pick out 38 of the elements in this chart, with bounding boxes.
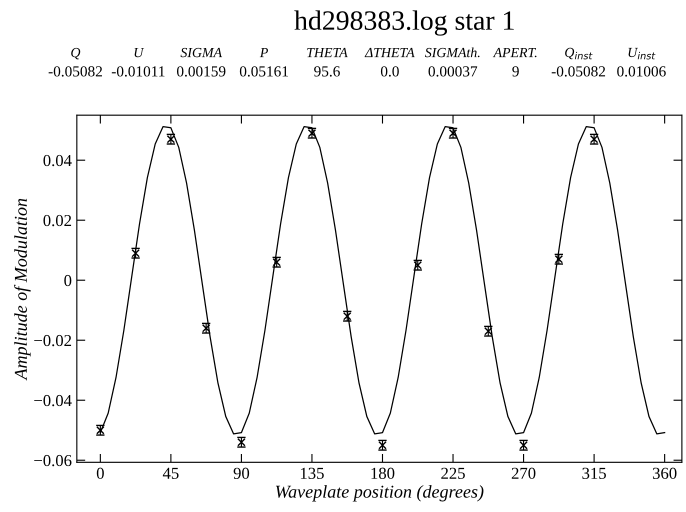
text: Q$_{inst}$: [565, 48, 593, 60]
text: 9: [512, 66, 519, 77]
text: P: [260, 48, 268, 58]
text: 0.0: [380, 66, 399, 77]
x-tick-label: 0: [96, 468, 104, 479]
y-tick-label: 0.04: [43, 154, 72, 166]
text: -0.01011: [112, 66, 165, 77]
y-axis-title: Amplitude of Modulation: [14, 198, 31, 381]
text: U: [134, 48, 144, 58]
text: 0.05161: [240, 66, 288, 77]
text: APERT.: [492, 48, 536, 58]
text: SIGMAth.: [424, 47, 480, 58]
text: THETA: [307, 48, 348, 58]
x-axis-title: Waveplate position (degrees): [276, 485, 484, 502]
text: SIGMA: [180, 48, 222, 58]
x-tick-label: 45: [162, 468, 179, 479]
text: 0.01006: [617, 66, 666, 77]
text: -0.05082: [48, 66, 102, 77]
y-tick-label: 0.02: [43, 214, 72, 226]
text: ΔTHETA: [364, 48, 415, 58]
x-tick-label: 270: [512, 468, 536, 479]
x-tick-label: 360: [652, 468, 677, 479]
text: 0.00037: [428, 66, 478, 77]
text: 0.00159: [176, 66, 226, 77]
x-tick-label: 225: [441, 468, 465, 479]
y-tick-label: −0.06: [34, 454, 72, 466]
x-tick-label: 135: [300, 468, 324, 479]
text: U$_{inst}$: [628, 48, 656, 60]
text: Q: [71, 48, 80, 60]
y-tick-label: 0: [64, 274, 72, 286]
y-tick-label: −0.02: [34, 334, 72, 346]
chart-title: hd298383.log star 1: [294, 10, 514, 36]
text: 95.6: [314, 66, 340, 77]
text: -0.05082: [552, 66, 606, 77]
x-tick-label: 180: [371, 468, 394, 479]
y-tick-label: −0.04: [34, 394, 72, 406]
x-tick-label: 315: [582, 468, 606, 479]
x-tick-label: 90: [234, 468, 250, 479]
